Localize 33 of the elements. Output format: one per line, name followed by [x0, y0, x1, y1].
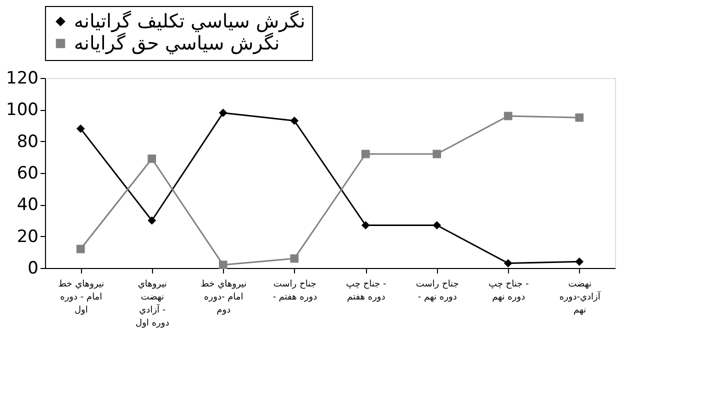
y-tick-label: 60: [16, 164, 38, 184]
point: [218, 260, 228, 270]
point: [361, 221, 370, 230]
y-tick-label: 80: [16, 132, 38, 152]
x-tick-label: جناح راست - دوره نهم: [416, 280, 459, 302]
x-tick-label: جناح راست - دوره هفتم: [272, 280, 318, 302]
point: [432, 150, 442, 158]
point: [148, 154, 156, 163]
point: [504, 259, 512, 268]
x-tick-label: نيروهاي خط امام -دوره دوم: [200, 280, 247, 316]
x-tick-label: نيروهاي نهضت آزادي - دوره اول: [136, 280, 170, 328]
point: [76, 244, 85, 254]
y-tick-label: 120: [6, 68, 38, 88]
y-tick-label: 100: [6, 100, 38, 120]
x-tick-label: جناح چپ - دوره نهم: [488, 280, 529, 302]
point: [290, 254, 299, 263]
x-tick-label: نهضت آزادي-دوره نهم: [559, 280, 601, 316]
legend-label: نگرش سياسي حق گرايانه: [74, 32, 280, 54]
point: [290, 116, 299, 125]
y-tick-label: 0: [28, 258, 38, 278]
point: [76, 124, 85, 133]
y-tick-label: 40: [16, 195, 38, 216]
point: [575, 113, 584, 122]
point: [432, 221, 442, 230]
legend-label: نگرش سياسي تكليف گراتيانه: [74, 10, 306, 32]
point: [218, 108, 228, 118]
x-tick-label: جناح چپ - دوره هفتم: [346, 280, 386, 302]
x-tick-label: نيروهاي خط امام - دوره اول: [58, 280, 104, 316]
y-tick-label: 20: [16, 226, 38, 247]
point: [361, 150, 370, 158]
point: [575, 257, 584, 266]
point: [504, 112, 512, 120]
point: [148, 216, 156, 225]
